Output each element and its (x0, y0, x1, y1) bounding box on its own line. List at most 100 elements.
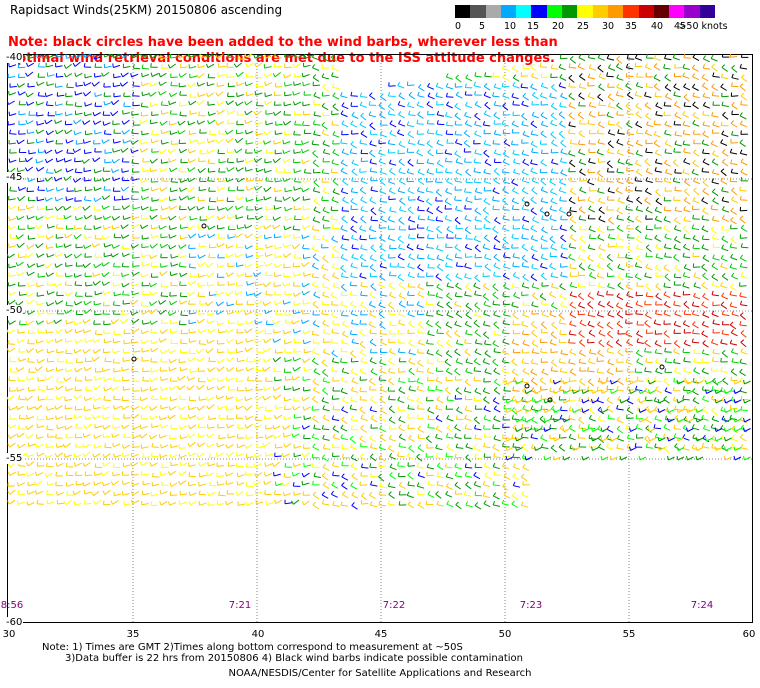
wind-barb (265, 271, 273, 277)
wind-barb (56, 291, 64, 297)
wind-barb (254, 206, 263, 211)
wind-barb (426, 225, 434, 233)
wind-barb (83, 139, 91, 144)
wind-barb (112, 120, 120, 125)
wind-barb (17, 490, 25, 495)
wind-barb (188, 405, 196, 411)
wind-barb (521, 100, 529, 107)
wind-barb (350, 415, 359, 422)
wind-barb (634, 442, 643, 448)
wind-barb (103, 320, 111, 326)
wind-barb (218, 63, 226, 68)
wind-barb (398, 357, 407, 363)
wind-barb (569, 263, 577, 270)
wind-barb (635, 309, 643, 315)
wind-barb (8, 111, 17, 117)
wind-barb (483, 424, 491, 430)
wind-barb (398, 167, 406, 175)
wind-barb (625, 272, 633, 278)
wind-barb (720, 367, 728, 373)
wind-barb (596, 290, 605, 297)
wind-barb (312, 386, 320, 394)
wind-barb (483, 129, 491, 135)
legend-swatch (516, 5, 532, 18)
wind-barb (177, 130, 186, 135)
wind-barb (568, 121, 576, 128)
wind-barb (493, 311, 501, 318)
wind-barb (245, 338, 254, 343)
wind-barb (150, 138, 159, 144)
wind-barb (369, 435, 377, 443)
wind-barb (721, 244, 729, 252)
wind-barb (66, 187, 74, 192)
wind-barb (140, 140, 148, 145)
wind-barb (313, 206, 321, 214)
wind-barb (521, 358, 529, 365)
wind-barb (101, 261, 110, 267)
wind-barb (62, 442, 71, 448)
wind-barb (225, 406, 234, 411)
wind-barb (321, 309, 329, 316)
wind-barb (379, 111, 386, 119)
wind-barb (36, 423, 45, 429)
wind-barb (322, 377, 330, 384)
wind-barb (55, 157, 64, 163)
wind-barb (654, 358, 663, 365)
wind-barb (617, 349, 624, 357)
wind-barb (350, 205, 358, 210)
wind-barb (530, 167, 538, 175)
wind-barb (84, 415, 93, 420)
wind-barb (655, 300, 663, 306)
wind-barb (283, 368, 292, 373)
wind-barb (216, 186, 225, 191)
wind-barb (597, 187, 605, 194)
wind-barb (446, 424, 453, 433)
wind-barb (474, 262, 483, 267)
wind-barb (180, 63, 188, 69)
wind-barb (407, 262, 415, 269)
wind-barb (350, 300, 358, 308)
wind-barb (73, 394, 83, 400)
wind-barb (425, 178, 434, 183)
wind-barb (54, 101, 63, 107)
wind-barb (18, 100, 27, 106)
wind-barb (360, 310, 368, 316)
wind-barb (663, 111, 671, 116)
wind-barb (531, 101, 539, 106)
wind-barb (530, 159, 538, 166)
wind-barb (492, 340, 500, 348)
wind-barb (445, 490, 453, 498)
wind-barb (638, 398, 647, 404)
wind-barb (644, 63, 652, 71)
wind-barb (683, 206, 691, 213)
wind-barb (311, 453, 320, 459)
wind-barb (672, 347, 681, 355)
wind-barb (94, 376, 103, 381)
wind-barb (701, 367, 709, 375)
wind-barb (140, 81, 149, 87)
wind-barb (265, 290, 273, 296)
wind-barb (492, 283, 499, 292)
wind-barb (255, 499, 264, 505)
wind-barb (549, 262, 557, 270)
wind-barb (45, 244, 54, 249)
wind-barb (72, 61, 81, 67)
wind-barb (483, 149, 490, 158)
wind-barb (686, 417, 694, 423)
wind-barb (369, 149, 376, 158)
wind-barb (416, 244, 424, 251)
wind-barb (188, 396, 197, 402)
wind-barb (406, 452, 414, 460)
wind-barb (227, 348, 235, 354)
wind-barb (225, 395, 234, 400)
wind-barb (284, 187, 293, 193)
wind-barb (130, 223, 140, 229)
wind-barb (187, 120, 196, 126)
time-label-722: 7:22 (382, 600, 406, 611)
wind-barb (178, 196, 188, 201)
wind-barb (254, 185, 263, 191)
wind-barb (322, 348, 330, 356)
wind-barb (331, 72, 339, 78)
wind-barb (701, 330, 708, 338)
wind-barb (587, 254, 594, 262)
